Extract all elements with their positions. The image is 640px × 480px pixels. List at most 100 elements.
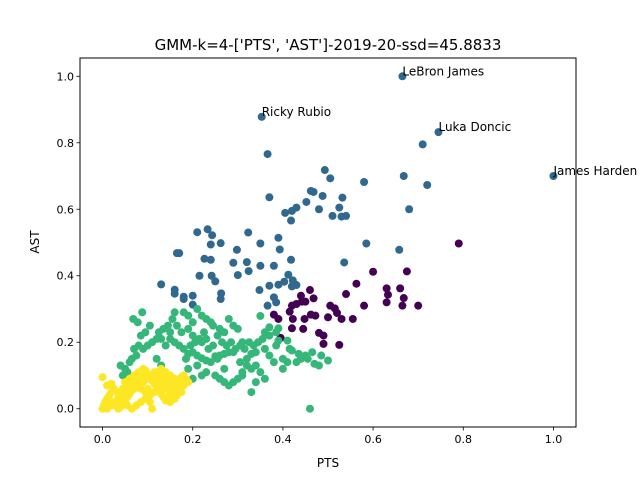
data-point-blue: [263, 301, 272, 310]
data-point-blue: [233, 271, 242, 280]
data-point-blue: [287, 255, 296, 264]
data-point-blue: [287, 282, 296, 291]
data-point-green: [314, 361, 323, 370]
data-point-blue: [263, 150, 272, 159]
data-point-purple: [396, 284, 405, 293]
y-tick-label: 0.6: [57, 203, 75, 216]
data-point-green: [269, 358, 278, 367]
data-point-blue: [423, 180, 432, 189]
data-point-blue: [229, 258, 238, 267]
data-point-blue: [398, 72, 407, 81]
data-point-purple: [305, 286, 314, 295]
data-point-green: [220, 328, 229, 337]
data-point-green: [209, 341, 218, 350]
x-tick-label: 0.8: [455, 433, 473, 446]
data-point-green: [213, 331, 222, 340]
data-point-purple: [287, 324, 296, 333]
data-point-purple: [348, 314, 357, 323]
data-point-blue: [255, 286, 264, 295]
data-point-green: [166, 334, 175, 343]
data-point-blue: [170, 289, 179, 298]
data-point-purple: [319, 339, 328, 348]
chart-title: GMM-k=4-['PTS', 'AST']-2019-20-ssd=45.88…: [155, 36, 502, 54]
data-point-purple: [360, 301, 369, 310]
data-point-blue: [200, 254, 209, 263]
data-point-purple: [301, 297, 310, 306]
data-point-green: [283, 358, 292, 367]
data-point-blue: [242, 258, 251, 267]
data-point-purple: [324, 313, 332, 322]
data-point-green: [123, 368, 132, 377]
data-point-green: [238, 371, 247, 380]
data-point-green: [265, 331, 274, 340]
data-point-green: [195, 334, 204, 343]
data-point-yellow: [141, 394, 150, 403]
data-point-blue: [284, 270, 293, 279]
data-point-blue: [337, 212, 346, 221]
x-tick-label: 0.4: [274, 433, 292, 446]
data-point-green: [133, 318, 142, 327]
data-point-green: [317, 351, 326, 360]
data-point-yellow: [170, 394, 179, 403]
data-point-purple: [369, 267, 378, 276]
data-point-purple: [309, 294, 318, 303]
data-point-yellow: [123, 401, 132, 410]
data-point-blue: [269, 261, 278, 270]
data-point-green: [188, 331, 197, 340]
data-point-purple: [311, 311, 320, 320]
data-point-yellow: [150, 388, 159, 397]
data-point-blue: [335, 203, 344, 212]
data-point-green: [177, 328, 186, 337]
player-annotation: LeBron James: [402, 64, 484, 78]
data-point-green: [324, 356, 332, 365]
data-point-green: [278, 364, 287, 373]
data-point-purple: [299, 324, 308, 333]
data-point-green: [236, 358, 245, 367]
data-point-purple: [288, 314, 297, 323]
data-point-blue: [275, 245, 284, 254]
data-point-green: [224, 314, 233, 323]
data-point-green: [161, 341, 170, 350]
data-point-green: [130, 344, 139, 353]
data-point-purple: [300, 314, 309, 323]
data-point-green: [265, 351, 274, 360]
data-point-green: [184, 324, 193, 333]
data-point-purple: [454, 239, 463, 248]
data-point-yellow: [98, 373, 107, 382]
data-point-blue: [340, 258, 349, 267]
data-point-purple: [274, 314, 283, 323]
y-tick-label: 0.8: [57, 137, 75, 150]
data-point-blue: [232, 245, 241, 254]
data-point-green: [209, 321, 218, 330]
data-point-blue: [272, 298, 281, 307]
data-point-blue: [287, 216, 296, 225]
data-point-blue: [157, 280, 166, 289]
data-point-blue: [206, 240, 215, 249]
data-point-green: [305, 404, 314, 413]
data-point-green: [272, 341, 281, 350]
data-point-blue: [256, 239, 265, 248]
data-point-blue: [257, 112, 266, 121]
data-point-purple: [399, 294, 408, 303]
x-tick-label: 0.0: [94, 433, 112, 446]
data-point-purple: [382, 298, 391, 307]
x-tick-label: 1.0: [545, 433, 563, 446]
y-tick-label: 0.4: [57, 270, 75, 283]
data-point-blue: [434, 128, 443, 137]
data-point-green: [247, 388, 256, 397]
data-point-green: [272, 328, 281, 337]
player-annotation: Ricky Rubio: [262, 105, 331, 119]
data-point-yellow: [139, 364, 148, 373]
data-point-yellow: [154, 371, 163, 380]
data-point-green: [166, 328, 175, 337]
data-point-green: [308, 348, 317, 357]
data-point-yellow: [177, 388, 186, 397]
data-point-green: [213, 354, 222, 363]
data-point-green: [200, 328, 208, 337]
player-annotation: Luka Doncic: [438, 120, 511, 134]
data-point-blue: [318, 191, 327, 200]
data-point-blue: [244, 228, 253, 237]
data-point-purple: [333, 308, 342, 317]
data-point-purple: [383, 290, 392, 299]
